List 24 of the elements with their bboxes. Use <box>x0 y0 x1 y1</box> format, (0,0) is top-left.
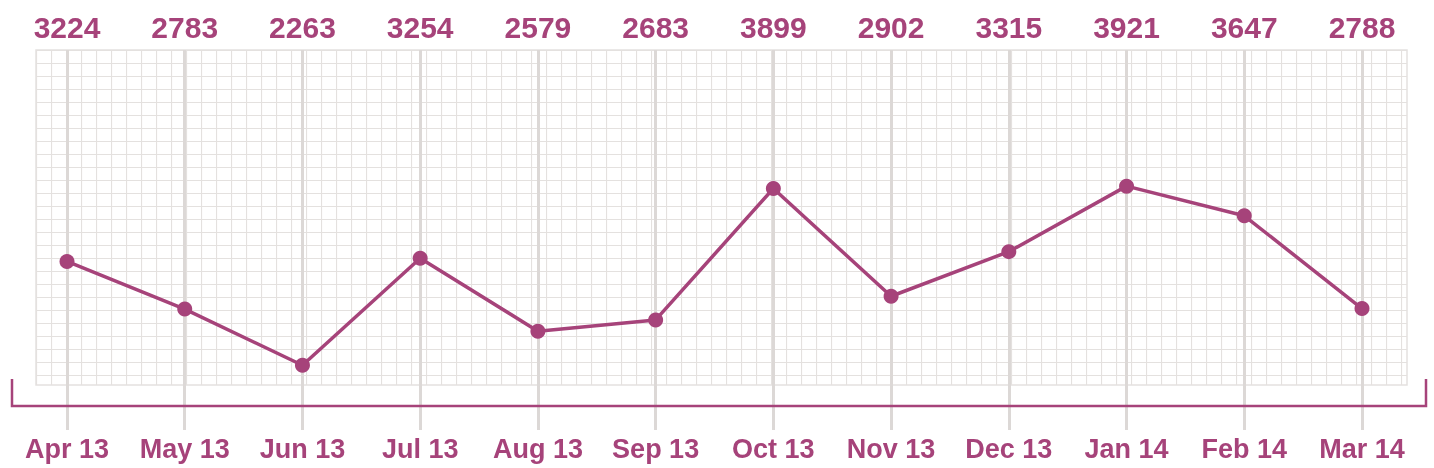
x-tick-label: Apr 13 <box>24 433 110 464</box>
data-label: 2783 <box>151 10 219 44</box>
data-label: 2579 <box>504 10 572 44</box>
data-label: 3899 <box>739 10 807 44</box>
x-tick-label: Jul 13 <box>381 433 459 464</box>
data-label: 2788 <box>1328 10 1396 44</box>
x-tick-label: Feb 14 <box>1201 433 1288 464</box>
data-label: 3647 <box>1210 10 1278 44</box>
x-tick-label: May 13 <box>139 433 230 464</box>
data-label: 2902 <box>857 10 925 44</box>
x-tick-label: Mar 14 <box>1319 433 1405 464</box>
x-tick-label: Nov 13 <box>846 433 936 464</box>
data-label: 2683 <box>622 10 690 44</box>
data-label: 2263 <box>269 10 336 44</box>
x-tick-label: Aug 13 <box>492 433 583 464</box>
x-tick-label: Oct 13 <box>732 433 815 464</box>
data-label: 3254 <box>386 10 454 44</box>
x-tick-label: Jun 13 <box>259 433 346 464</box>
x-tick-label: Dec 13 <box>965 433 1053 464</box>
x-tick-label: Jan 14 <box>1084 433 1169 464</box>
data-label: 3224 <box>33 10 101 44</box>
data-label: 3921 <box>1093 10 1160 44</box>
x-tick-label: Sep 13 <box>612 433 700 464</box>
data-label: 3315 <box>975 10 1043 44</box>
